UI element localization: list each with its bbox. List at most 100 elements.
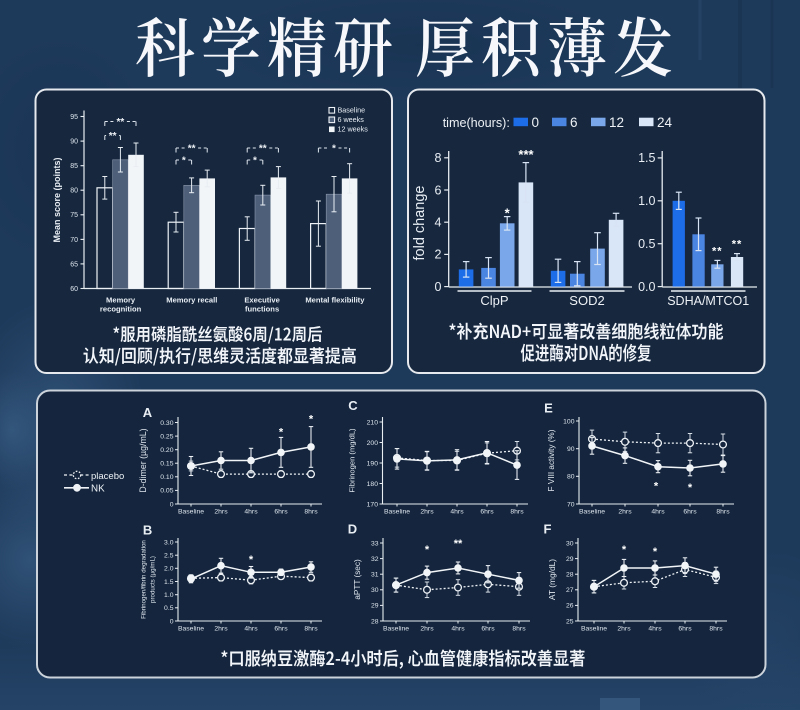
svg-text:6hrs: 6hrs — [480, 509, 494, 516]
svg-text:SDHA/MTCO1: SDHA/MTCO1 — [667, 294, 749, 308]
svg-text:functions: functions — [245, 305, 279, 314]
svg-text:210: 210 — [367, 419, 379, 426]
svg-text:60: 60 — [70, 286, 78, 293]
svg-text:*: * — [622, 544, 627, 556]
svg-text:1.0: 1.0 — [638, 194, 655, 208]
svg-text:Mean score (points): Mean score (points) — [52, 157, 62, 242]
svg-text:6hrs: 6hrs — [683, 509, 697, 516]
svg-text:*: * — [309, 414, 314, 426]
svg-text:29: 29 — [371, 603, 379, 610]
svg-text:100: 100 — [563, 418, 575, 425]
svg-text:aPTT (sec): aPTT (sec) — [353, 559, 362, 600]
svg-text:8hrs: 8hrs — [709, 626, 723, 633]
svg-text:**: ** — [454, 538, 463, 550]
svg-text:4hrs: 4hrs — [450, 509, 464, 516]
svg-text:4: 4 — [435, 216, 442, 230]
svg-text:B: B — [143, 523, 152, 538]
svg-text:**: ** — [712, 246, 723, 258]
svg-text:*: * — [253, 156, 257, 167]
svg-text:32: 32 — [371, 556, 379, 563]
svg-text:0: 0 — [170, 501, 174, 508]
svg-text:90: 90 — [70, 138, 78, 145]
svg-text:2hrs: 2hrs — [420, 509, 434, 516]
svg-text:**: ** — [109, 131, 117, 142]
svg-text:2hrs: 2hrs — [214, 509, 228, 516]
svg-text:70: 70 — [567, 501, 575, 508]
svg-text:**: ** — [732, 239, 743, 251]
svg-text:*: * — [653, 546, 658, 558]
svg-text:85: 85 — [70, 163, 78, 170]
svg-text:recognition: recognition — [100, 305, 142, 314]
svg-text:30: 30 — [566, 540, 574, 547]
svg-text:0.10: 0.10 — [160, 474, 173, 481]
svg-text:30: 30 — [371, 587, 379, 594]
svg-text:products (µg/mL): products (µg/mL) — [150, 556, 157, 603]
svg-text:95: 95 — [70, 114, 78, 121]
svg-text:2.5: 2.5 — [164, 552, 174, 559]
svg-text:0.20: 0.20 — [160, 447, 173, 454]
svg-text:90: 90 — [567, 446, 575, 453]
svg-text:0.25: 0.25 — [160, 433, 173, 440]
svg-text:6: 6 — [435, 183, 442, 197]
svg-text:6hrs: 6hrs — [274, 509, 288, 516]
svg-text:0: 0 — [170, 618, 174, 625]
svg-text:D-dimer (µg/mL): D-dimer (µg/mL) — [138, 428, 148, 492]
svg-text:6: 6 — [570, 115, 578, 130]
svg-text:Memory recall: Memory recall — [166, 296, 217, 305]
svg-text:28: 28 — [371, 618, 379, 625]
svg-text:80: 80 — [567, 474, 575, 481]
svg-text:**: ** — [259, 144, 267, 155]
svg-text:Executive: Executive — [244, 296, 279, 305]
svg-text:12 weeks: 12 weeks — [338, 125, 369, 134]
svg-text:33: 33 — [371, 540, 379, 547]
svg-text:Baseline: Baseline — [338, 106, 366, 115]
svg-text:0: 0 — [435, 280, 442, 294]
svg-text:placebo: placebo — [91, 471, 124, 482]
svg-text:80: 80 — [70, 188, 78, 195]
svg-text:AT (mg/dL): AT (mg/dL) — [547, 559, 557, 600]
svg-text:6hrs: 6hrs — [274, 626, 288, 633]
svg-text:0.0: 0.0 — [638, 280, 655, 294]
svg-text:8hrs: 8hrs — [716, 509, 730, 516]
svg-text:8hrs: 8hrs — [304, 509, 318, 516]
svg-text:170: 170 — [367, 501, 379, 508]
svg-text:24: 24 — [657, 115, 673, 130]
svg-text:2hrs: 2hrs — [420, 626, 434, 633]
svg-text:E: E — [544, 401, 553, 416]
svg-text:Baseline: Baseline — [178, 509, 204, 516]
svg-text:F VIII activity (%): F VIII activity (%) — [547, 429, 556, 491]
svg-text:0: 0 — [532, 115, 540, 130]
svg-text:6hrs: 6hrs — [678, 626, 692, 633]
svg-text:29: 29 — [566, 556, 574, 563]
svg-text:190: 190 — [367, 460, 379, 467]
svg-text:A: A — [143, 405, 153, 420]
svg-text:SOD2: SOD2 — [569, 293, 604, 308]
svg-text:*: * — [332, 144, 336, 155]
svg-text:0.5: 0.5 — [638, 237, 655, 251]
svg-text:2hrs: 2hrs — [214, 626, 228, 633]
svg-text:Baseline: Baseline — [178, 626, 204, 633]
svg-text:75: 75 — [70, 212, 78, 219]
svg-text:D: D — [348, 522, 357, 537]
svg-text:*: * — [182, 156, 186, 167]
svg-text:2: 2 — [435, 248, 442, 262]
svg-text:70: 70 — [70, 237, 78, 244]
svg-text:Baseline: Baseline — [384, 509, 410, 516]
svg-text:8: 8 — [435, 151, 442, 165]
svg-text:Memory: Memory — [106, 296, 136, 305]
svg-text:*: * — [249, 554, 254, 566]
svg-text:1.0: 1.0 — [164, 592, 174, 599]
svg-text:F: F — [544, 522, 552, 537]
svg-text:0.05: 0.05 — [160, 488, 173, 495]
svg-text:2hrs: 2hrs — [618, 509, 632, 516]
svg-text:Baseline: Baseline — [581, 626, 607, 633]
svg-text:*: * — [688, 482, 693, 494]
svg-text:25: 25 — [566, 618, 574, 625]
svg-text:27: 27 — [566, 587, 574, 594]
svg-text:4hrs: 4hrs — [648, 626, 662, 633]
svg-text:3.0: 3.0 — [164, 539, 174, 546]
svg-text:time(hours):: time(hours): — [443, 116, 510, 130]
svg-text:fold change: fold change — [412, 186, 428, 261]
svg-text:4hrs: 4hrs — [244, 509, 258, 516]
svg-text:Baseline: Baseline — [579, 509, 605, 516]
